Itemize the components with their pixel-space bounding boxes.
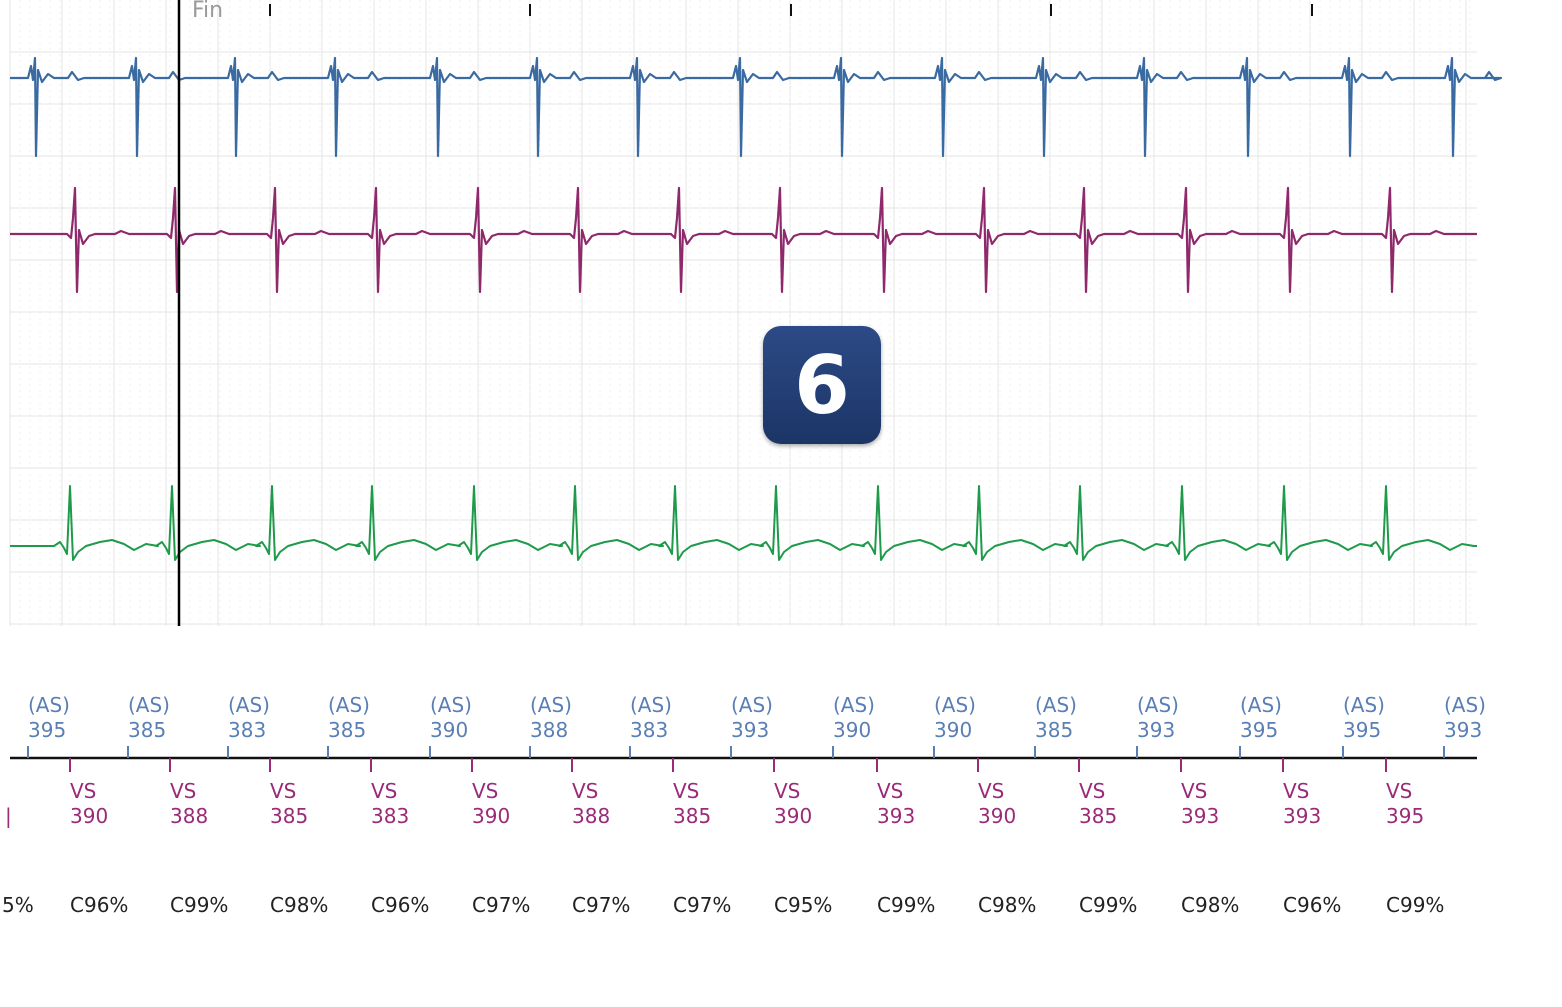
capture-row: 5% C96% C99% C98% C96% C97% C97% C97% C95% C99% C9… bbox=[2, 893, 1444, 917]
atrial-marker-label: (AS) bbox=[530, 693, 572, 717]
atrial-interval: 383 bbox=[630, 718, 668, 742]
atrial-marker-label: (AS) bbox=[1240, 693, 1282, 717]
atrial-marker-label: (AS) bbox=[934, 693, 976, 717]
ventricular-interval: 393 bbox=[877, 804, 915, 828]
atrial-marker-label: (AS) bbox=[1444, 693, 1486, 717]
atrial-interval: 395 bbox=[28, 718, 66, 742]
atrial-marker-label: (AS) bbox=[833, 693, 875, 717]
ventricular-marker-label: VS bbox=[1283, 779, 1309, 803]
atrial-interval: 395 bbox=[1240, 718, 1278, 742]
capture-value: C96% bbox=[70, 893, 128, 917]
atrial-marker-label: (AS) bbox=[28, 693, 70, 717]
capture-value: C97% bbox=[472, 893, 530, 917]
ventricular-marker-label: VS bbox=[774, 779, 800, 803]
capture-value: C96% bbox=[371, 893, 429, 917]
marker-channel: (AS)395(AS)385(AS)383(AS)385(AS)390(AS)3… bbox=[2, 693, 1486, 917]
capture-value: C98% bbox=[1181, 893, 1239, 917]
ventricular-interval: 390 bbox=[472, 804, 510, 828]
capture-value: C97% bbox=[673, 893, 731, 917]
capture-value: C99% bbox=[170, 893, 228, 917]
atrial-interval: 395 bbox=[1343, 718, 1381, 742]
atrial-interval: 390 bbox=[934, 718, 972, 742]
atrial-marker-label: (AS) bbox=[1343, 693, 1385, 717]
ventricular-marker-label: VS bbox=[572, 779, 598, 803]
ventricular-partial: | bbox=[5, 804, 12, 828]
capture-value: C99% bbox=[877, 893, 935, 917]
ventricular-marker-label: VS bbox=[1181, 779, 1207, 803]
ventricular-interval: 385 bbox=[673, 804, 711, 828]
atrial-marker-label: (AS) bbox=[630, 693, 672, 717]
atrial-marker-label: (AS) bbox=[128, 693, 170, 717]
atrial-marker-label: (AS) bbox=[228, 693, 270, 717]
atrial-markers: (AS)395(AS)385(AS)383(AS)385(AS)390(AS)3… bbox=[27, 693, 1486, 758]
ventricular-interval: 390 bbox=[978, 804, 1016, 828]
ecg-lead-middle bbox=[10, 186, 1477, 294]
ventricular-marker-label: VS bbox=[978, 779, 1004, 803]
atrial-marker-label: (AS) bbox=[328, 693, 370, 717]
capture-value: C97% bbox=[572, 893, 630, 917]
ventricular-marker-label: VS bbox=[270, 779, 296, 803]
atrial-marker-label: (AS) bbox=[731, 693, 773, 717]
step-number: 6 bbox=[794, 338, 850, 432]
ventricular-interval: 390 bbox=[774, 804, 812, 828]
ventricular-interval: 395 bbox=[1386, 804, 1424, 828]
step-number-badge: 6 bbox=[763, 326, 881, 444]
ventricular-interval: 383 bbox=[371, 804, 409, 828]
ventricular-interval: 388 bbox=[170, 804, 208, 828]
ventricular-interval: 385 bbox=[1079, 804, 1117, 828]
ventricular-interval: 388 bbox=[572, 804, 610, 828]
ventricular-interval: 393 bbox=[1181, 804, 1219, 828]
atrial-interval: 385 bbox=[328, 718, 366, 742]
ventricular-markers: VS390VS388VS385VS383VS390VS388VS385VS390… bbox=[5, 758, 1424, 828]
atrial-interval: 385 bbox=[128, 718, 166, 742]
atrial-interval: 383 bbox=[228, 718, 266, 742]
capture-value: C98% bbox=[978, 893, 1036, 917]
capture-value: C95% bbox=[774, 893, 832, 917]
ventricular-marker-label: VS bbox=[170, 779, 196, 803]
capture-value: C96% bbox=[1283, 893, 1341, 917]
atrial-interval: 393 bbox=[731, 718, 769, 742]
ventricular-marker-label: VS bbox=[673, 779, 699, 803]
atrial-interval: 385 bbox=[1035, 718, 1073, 742]
ecg-lead-top bbox=[10, 56, 1503, 158]
cursor-label: Fin bbox=[192, 0, 224, 23]
ventricular-marker-label: VS bbox=[1079, 779, 1105, 803]
capture-value: C98% bbox=[270, 893, 328, 917]
capture-partial: 5% bbox=[2, 893, 34, 917]
atrial-interval: 393 bbox=[1444, 718, 1482, 742]
ventricular-interval: 385 bbox=[270, 804, 308, 828]
capture-value: C99% bbox=[1386, 893, 1444, 917]
atrial-interval: 390 bbox=[430, 718, 468, 742]
atrial-interval: 388 bbox=[530, 718, 568, 742]
ecg-grid bbox=[9, 0, 1477, 626]
ecg-lead-bottom bbox=[10, 485, 1477, 561]
ventricular-marker-label: VS bbox=[70, 779, 96, 803]
atrial-marker-label: (AS) bbox=[1035, 693, 1077, 717]
atrial-interval: 390 bbox=[833, 718, 871, 742]
ecg-strip bbox=[9, 0, 1503, 626]
top-ticks bbox=[269, 4, 1313, 16]
ventricular-marker-label: VS bbox=[371, 779, 397, 803]
atrial-marker-label: (AS) bbox=[1137, 693, 1179, 717]
ventricular-interval: 390 bbox=[70, 804, 108, 828]
atrial-interval: 393 bbox=[1137, 718, 1175, 742]
ventricular-marker-label: VS bbox=[877, 779, 903, 803]
atrial-marker-label: (AS) bbox=[430, 693, 472, 717]
ventricular-interval: 393 bbox=[1283, 804, 1321, 828]
capture-value: C99% bbox=[1079, 893, 1137, 917]
ventricular-marker-label: VS bbox=[1386, 779, 1412, 803]
ventricular-marker-label: VS bbox=[472, 779, 498, 803]
